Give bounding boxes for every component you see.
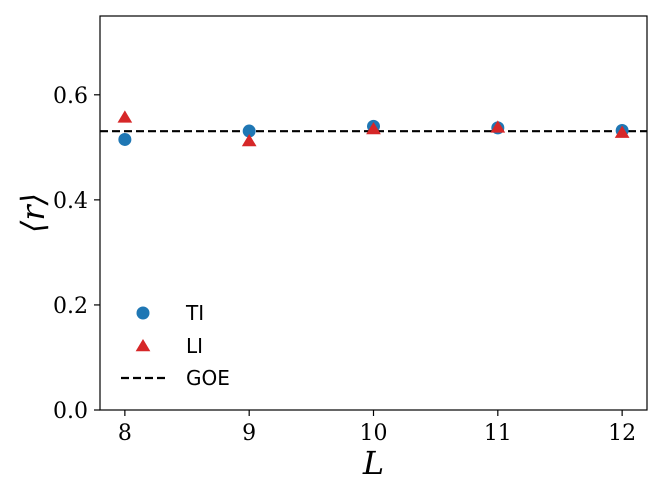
y-tick-label-0.2: 0.2 — [53, 294, 88, 319]
li-point-10 — [366, 121, 381, 135]
x-axis: 8 9 10 11 12 — [118, 410, 636, 446]
legend-label-goe: GOE — [186, 366, 230, 390]
legend-marker-li — [135, 339, 151, 352]
plot-frame — [99, 15, 648, 411]
y-tick-label-0.6: 0.6 — [53, 84, 88, 109]
ti-point-8 — [118, 132, 132, 146]
li-point-9 — [241, 134, 257, 147]
li-point-8 — [117, 110, 133, 123]
legend-label-li: LI — [186, 334, 203, 358]
ti-point-9 — [242, 124, 256, 138]
legend-label-ti: TI — [185, 301, 204, 325]
legend: TI LI GOE — [121, 301, 230, 390]
x-tick-label-11: 11 — [484, 421, 512, 446]
x-axis-label: L — [362, 444, 384, 482]
x-tick-label-10: 10 — [360, 421, 388, 446]
y-axis-label: ⟨r⟩ — [14, 193, 52, 233]
x-tick-label-12: 12 — [608, 421, 636, 446]
li-point-12 — [614, 125, 630, 138]
y-axis: 0.0 0.2 0.4 0.6 — [53, 84, 100, 424]
y-tick-label-0: 0.0 — [53, 399, 88, 424]
li-point-11 — [490, 120, 506, 133]
x-tick-label-9: 9 — [242, 421, 256, 446]
y-tick-label-0.4: 0.4 — [53, 189, 88, 214]
x-tick-label-8: 8 — [118, 421, 132, 446]
legend-marker-ti — [136, 306, 150, 320]
plot-marks — [100, 110, 647, 147]
